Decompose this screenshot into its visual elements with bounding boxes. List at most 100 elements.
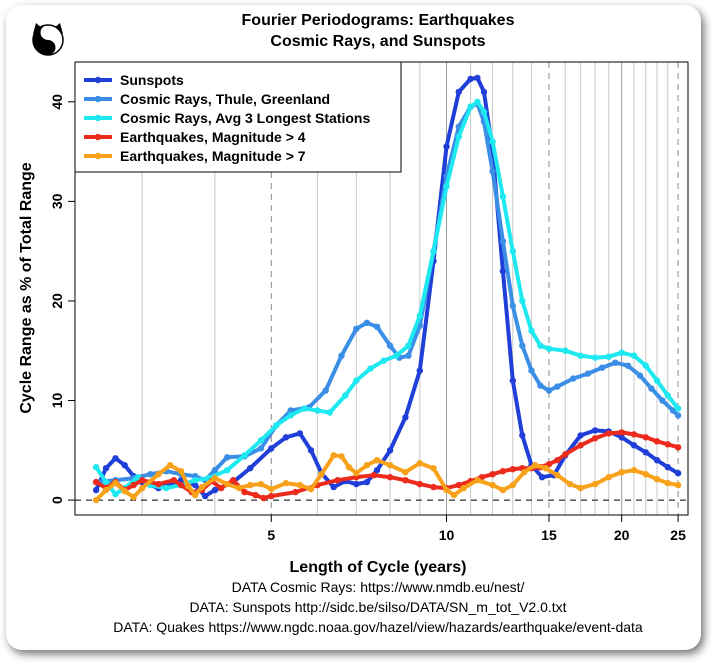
data-point bbox=[373, 457, 381, 464]
data-point bbox=[241, 488, 248, 496]
data-point bbox=[577, 484, 584, 492]
data-point bbox=[664, 441, 671, 448]
data-point bbox=[268, 492, 275, 500]
data-point bbox=[92, 478, 100, 486]
data-point bbox=[605, 353, 612, 360]
data-point bbox=[642, 449, 649, 456]
data-point bbox=[139, 477, 146, 484]
data-point bbox=[630, 467, 638, 474]
data-point bbox=[386, 474, 394, 481]
data-point bbox=[489, 481, 496, 489]
data-point bbox=[224, 454, 231, 461]
source-line-quakes: DATA: Quakes https://www.ngdc.noaa.gov/h… bbox=[113, 619, 643, 635]
source-line-cosmic: DATA Cosmic Rays: https://www.nmdb.eu/ne… bbox=[232, 579, 525, 595]
legend-item-quakes-m4: Earthquakes, Magnitude > 4 bbox=[84, 129, 306, 145]
data-point bbox=[301, 405, 308, 412]
series-quakes-m7 bbox=[92, 452, 682, 504]
data-point bbox=[509, 248, 516, 255]
x-tick-label: 20 bbox=[614, 527, 630, 543]
x-tick-label: 5 bbox=[267, 527, 275, 543]
data-point bbox=[659, 397, 666, 404]
data-point bbox=[130, 493, 137, 501]
data-point bbox=[577, 352, 584, 359]
data-point bbox=[443, 183, 450, 190]
data-point bbox=[499, 193, 507, 200]
legend-item-quakes-m7: Earthquakes, Magnitude > 7 bbox=[84, 148, 306, 164]
data-point bbox=[230, 477, 237, 484]
data-point bbox=[330, 483, 337, 491]
data-point bbox=[605, 474, 612, 481]
data-point bbox=[509, 466, 516, 473]
data-point bbox=[367, 365, 374, 372]
data-point bbox=[653, 457, 661, 464]
data-point bbox=[92, 496, 100, 504]
data-point bbox=[155, 471, 162, 478]
data-point bbox=[287, 407, 294, 414]
data-point bbox=[455, 88, 462, 96]
data-point bbox=[322, 387, 329, 394]
data-point bbox=[489, 138, 496, 145]
data-point bbox=[402, 477, 409, 484]
data-point bbox=[393, 352, 400, 359]
y-tick-label: 10 bbox=[49, 393, 65, 409]
legend-item-sunspots: Sunspots bbox=[84, 72, 184, 88]
data-point bbox=[257, 480, 265, 488]
data-point bbox=[674, 481, 682, 489]
data-point bbox=[499, 468, 507, 475]
data-point bbox=[268, 485, 275, 493]
data-point bbox=[653, 476, 661, 483]
x-axis-title: Length of Cycle (years) bbox=[290, 559, 467, 576]
data-point bbox=[112, 455, 119, 462]
data-point bbox=[562, 347, 569, 354]
data-point bbox=[528, 367, 535, 374]
data-point bbox=[653, 438, 661, 445]
source-line-sunspots: DATA: Sunspots http://sidc.be/silso/DATA… bbox=[189, 599, 566, 615]
y-tick-label: 20 bbox=[49, 293, 65, 309]
data-point bbox=[499, 238, 507, 245]
data-point bbox=[521, 469, 528, 476]
data-point bbox=[630, 352, 638, 359]
data-point bbox=[591, 435, 599, 442]
data-point bbox=[489, 471, 496, 478]
data-point bbox=[664, 464, 671, 471]
data-point bbox=[363, 478, 371, 486]
x-tick-label: 10 bbox=[439, 527, 455, 543]
data-point bbox=[211, 475, 219, 482]
data-point bbox=[405, 352, 412, 359]
data-point bbox=[338, 352, 345, 359]
data-point bbox=[450, 491, 458, 499]
data-point bbox=[334, 477, 341, 484]
data-point bbox=[185, 482, 192, 490]
chart-subtitle: Cosmic Rays, and Sunspots bbox=[270, 33, 485, 50]
x-tick-label: 25 bbox=[670, 527, 686, 543]
data-point bbox=[380, 357, 387, 364]
data-point bbox=[509, 302, 516, 310]
data-point bbox=[166, 462, 174, 469]
data-point bbox=[636, 372, 644, 379]
data-point bbox=[642, 471, 649, 478]
data-point bbox=[467, 103, 474, 111]
data-point bbox=[630, 431, 638, 438]
data-point bbox=[537, 342, 544, 349]
y-axis-title: Cycle Range as % of Total Range bbox=[18, 162, 35, 413]
data-point bbox=[474, 98, 481, 106]
data-point bbox=[257, 445, 265, 452]
data-point bbox=[480, 88, 488, 96]
x-tick-label: 15 bbox=[541, 527, 557, 543]
data-point bbox=[402, 414, 409, 421]
data-point bbox=[192, 481, 199, 489]
data-point bbox=[370, 472, 377, 479]
data-point bbox=[102, 465, 110, 472]
data-point bbox=[519, 297, 526, 305]
data-point bbox=[538, 474, 546, 481]
data-point bbox=[664, 392, 671, 399]
data-point bbox=[402, 469, 409, 476]
data-point bbox=[130, 481, 137, 489]
data-point bbox=[112, 490, 119, 498]
data-point bbox=[282, 434, 290, 441]
data-point bbox=[542, 465, 549, 472]
data-point bbox=[170, 477, 177, 484]
y-tick-label: 30 bbox=[49, 193, 65, 209]
data-point bbox=[618, 434, 625, 441]
data-point bbox=[577, 442, 584, 449]
